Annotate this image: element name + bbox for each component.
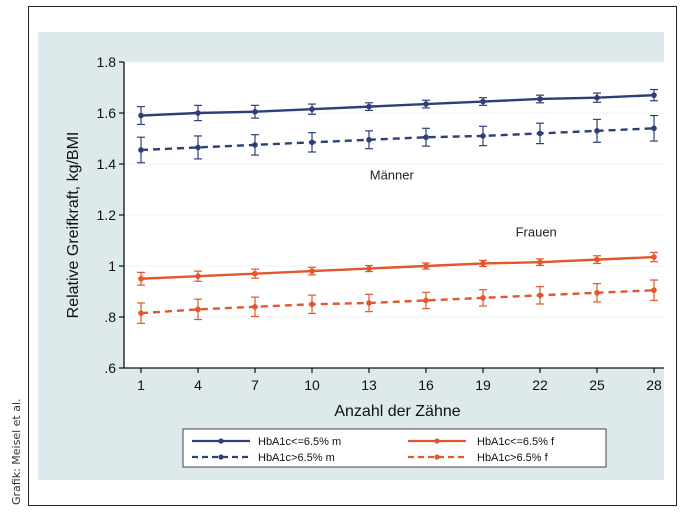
series-4 xyxy=(137,279,658,324)
y-tick-label: .6 xyxy=(104,360,116,376)
legend-label: HbA1c<=6.5% f xyxy=(477,436,555,448)
data-point xyxy=(195,110,201,116)
data-point xyxy=(195,144,201,151)
data-point xyxy=(138,275,144,282)
series-line xyxy=(140,255,655,280)
legend-marker xyxy=(218,438,224,444)
data-point xyxy=(366,103,372,110)
data-point xyxy=(537,96,543,102)
data-point xyxy=(651,125,657,132)
y-tick-label: 1.6 xyxy=(97,105,117,121)
data-point xyxy=(138,112,144,119)
legend: HbA1c<=6.5% m HbA1c>6.5% m HbA1c<=6.5% f Hb… xyxy=(182,428,607,468)
data-point xyxy=(252,270,258,277)
legend-label: HbA1c>6.5% f xyxy=(477,452,549,464)
data-point xyxy=(366,136,372,143)
data-point xyxy=(594,289,600,296)
y-tick-label: 1 xyxy=(108,258,116,274)
x-ticks: 1 4 7 10 13 16 19 22 25 28 xyxy=(137,368,662,393)
x-tick-label: 28 xyxy=(646,377,662,393)
series-line xyxy=(140,127,655,152)
legend-marker xyxy=(434,438,440,444)
data-point xyxy=(195,273,201,280)
series-3 xyxy=(137,251,658,286)
legend-marker xyxy=(218,454,224,460)
x-tick-label: 22 xyxy=(532,377,548,393)
y-tick-label: 1.2 xyxy=(97,207,117,223)
data-point xyxy=(594,128,600,134)
y-tick-label: .8 xyxy=(104,309,116,325)
data-point xyxy=(537,130,543,137)
annotation: Frauen xyxy=(516,225,557,240)
x-tick-label: 7 xyxy=(251,377,259,393)
data-point xyxy=(366,265,372,272)
legend-marker xyxy=(434,454,440,460)
data-point xyxy=(480,133,486,139)
data-point xyxy=(252,108,258,115)
x-tick-label: 16 xyxy=(418,377,434,393)
x-tick-label: 19 xyxy=(475,377,491,393)
data-point xyxy=(594,94,600,101)
data-point xyxy=(138,310,144,316)
data-point xyxy=(651,287,657,294)
x-tick-label: 10 xyxy=(304,377,320,393)
series-line xyxy=(140,289,655,315)
x-tick-label: 4 xyxy=(194,377,202,393)
annotation: Männer xyxy=(370,167,415,182)
data-point xyxy=(651,92,657,98)
data-point xyxy=(423,297,429,304)
legend-label: HbA1c>6.5% m xyxy=(258,452,335,464)
data-point xyxy=(309,106,315,112)
y-axis-label: Relative Greifkraft, kg/BMI xyxy=(65,132,82,319)
data-point xyxy=(309,301,315,308)
data-point xyxy=(195,306,201,313)
data-point xyxy=(651,254,657,260)
data-point xyxy=(537,259,543,265)
data-point xyxy=(594,256,600,263)
x-tick-label: 13 xyxy=(361,377,377,393)
data-point xyxy=(423,134,429,141)
image-credit: Grafik: Meisel et al. xyxy=(10,398,23,505)
series-2 xyxy=(137,114,658,164)
series-line xyxy=(140,93,655,117)
series-1 xyxy=(137,88,658,126)
data-point xyxy=(309,268,315,274)
y-ticks: 1.81.61.41.21.8.6 xyxy=(97,54,124,376)
annotations: Männer Frauen xyxy=(370,167,557,239)
x-tick-label: 1 xyxy=(137,377,145,393)
data-point xyxy=(252,304,258,310)
y-tick-label: 1.4 xyxy=(97,156,117,172)
data-point xyxy=(423,101,429,107)
data-point xyxy=(537,292,543,299)
data-point xyxy=(138,147,144,153)
data-point xyxy=(366,300,372,306)
y-tick-label: 1.8 xyxy=(97,54,117,70)
x-axis-label: Anzahl der Zähne xyxy=(334,403,460,420)
legend-box xyxy=(182,428,607,468)
data-point xyxy=(252,142,258,148)
data-point xyxy=(309,139,315,146)
data-point xyxy=(423,263,429,269)
series xyxy=(137,88,658,324)
x-tick-label: 25 xyxy=(589,377,605,393)
data-point xyxy=(480,295,486,301)
data-point xyxy=(480,98,486,105)
legend-label: HbA1c<=6.5% m xyxy=(258,436,341,448)
data-point xyxy=(480,260,486,267)
